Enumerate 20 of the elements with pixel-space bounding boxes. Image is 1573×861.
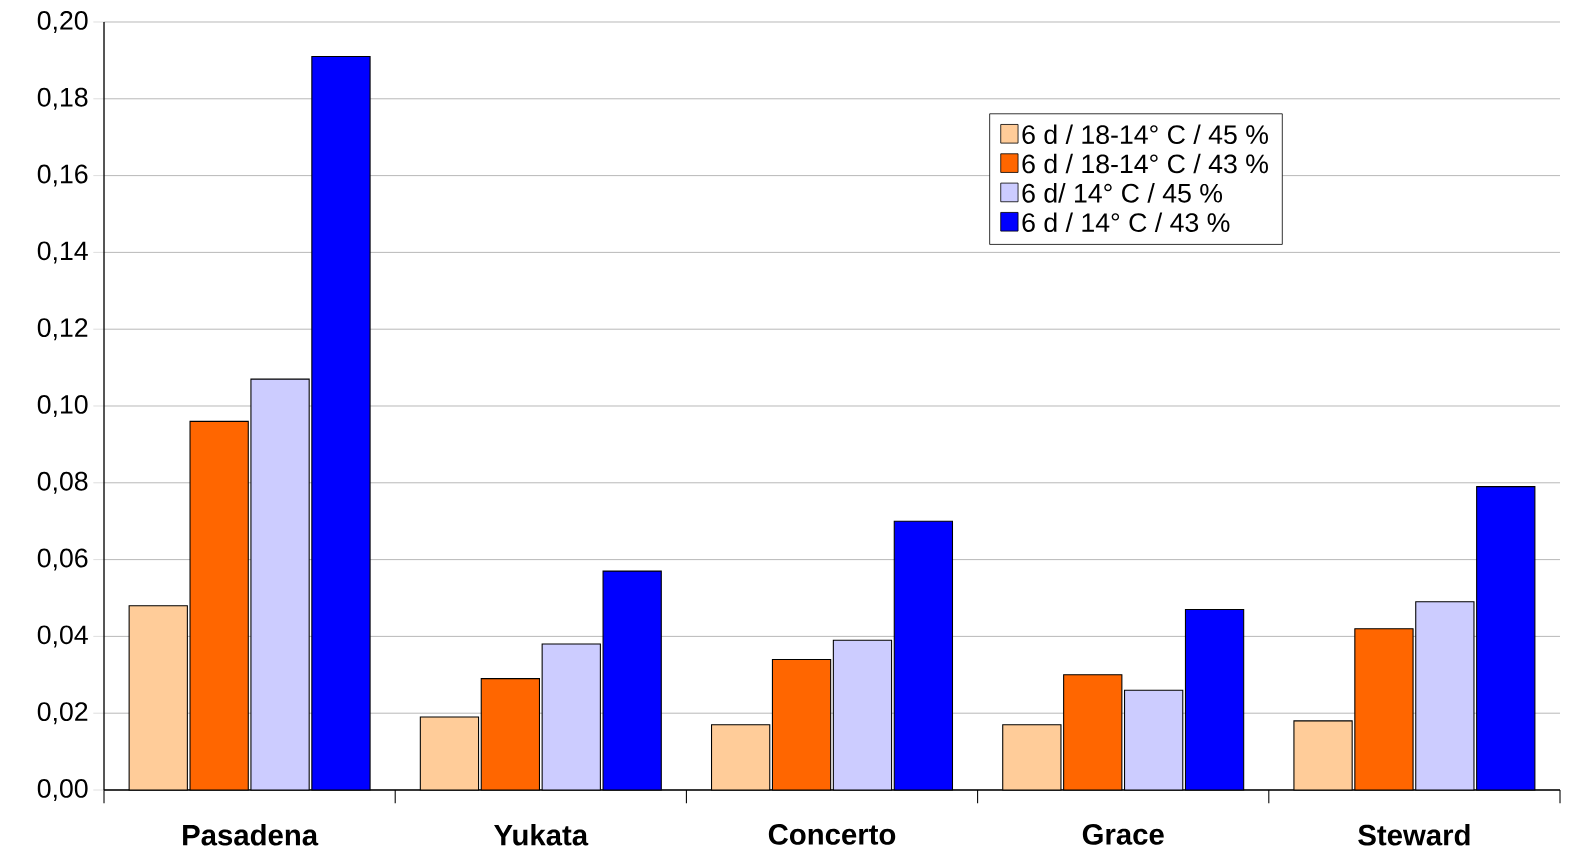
y-tick-label: 0,10 (37, 394, 88, 418)
y-tick-label: 0,16 (37, 164, 88, 187)
y-tick-label: 0,00 (37, 778, 88, 802)
x-tick-label: Steward (1358, 824, 1470, 846)
x-tick-label: Concerto (768, 824, 896, 845)
legend-label: 6 d / 18-14° C / 43 % (1022, 153, 1268, 174)
x-tick-label: Grace (1082, 824, 1164, 845)
x-tick-label: Pasadena (183, 824, 319, 846)
legend-label: 6 d/ 14° C / 45 % (1022, 183, 1223, 203)
y-tick-label: 0,08 (37, 471, 88, 494)
y-tick-label: 0,20 (37, 10, 88, 34)
legend-label: 6 d / 14° C / 43 % (1022, 212, 1230, 232)
y-tick-label: 0,06 (37, 548, 88, 571)
y-tick-label: 0,14 (37, 241, 88, 264)
legend-label: 6 d / 18-14° C / 45 % (1022, 124, 1268, 145)
y-tick-label: 0,02 (37, 702, 88, 725)
y-tick-label: 0,12 (37, 318, 88, 341)
x-tick-label: Yukata (494, 824, 589, 846)
y-tick-label: 0,04 (37, 625, 88, 648)
y-tick-label: 0,18 (37, 87, 88, 110)
